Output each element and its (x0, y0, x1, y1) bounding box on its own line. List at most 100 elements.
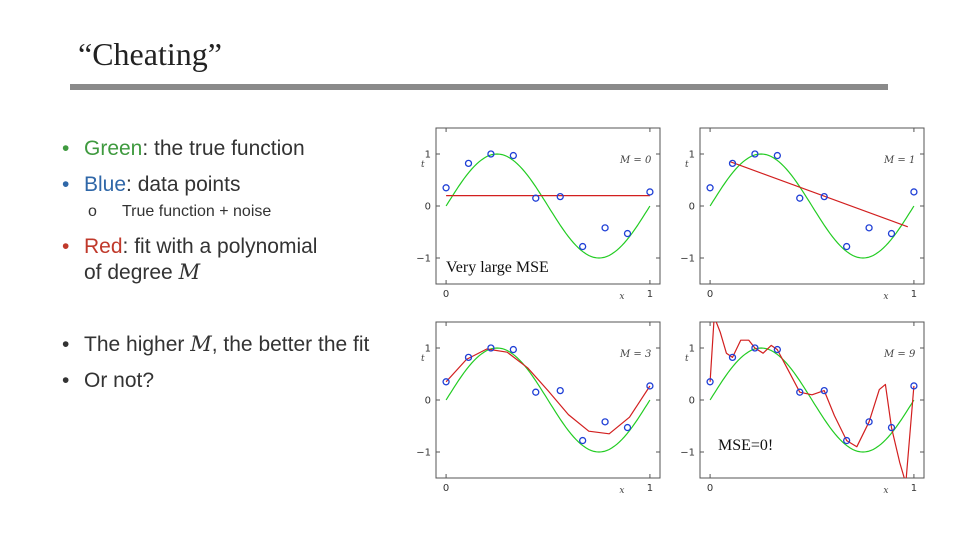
bullet-dot: • (62, 173, 70, 196)
data-point (487, 344, 495, 352)
data-point (646, 382, 654, 390)
data-point (532, 194, 540, 202)
true-function-curve (445, 347, 651, 453)
chart-svg: 0 1 −1 0 1 x t M = 9 (680, 321, 925, 496)
y-tick-label: −1 (416, 254, 431, 265)
data-point (509, 151, 517, 160)
sub-bullet-marker: o (88, 203, 97, 220)
plot-m1: 0 1 −1 0 1 x t M = 1 (672, 122, 928, 306)
bullet-green: • Green: the true function (62, 136, 305, 161)
data-point (796, 194, 804, 202)
data-point (579, 436, 587, 445)
data-point (509, 345, 517, 354)
bullet-dot: • (62, 235, 70, 258)
y-axis-label: t (421, 160, 425, 170)
plot-m9: 0 1 −1 0 1 x t M = 9 (672, 316, 928, 500)
x-axis-label: x (619, 292, 624, 302)
math-var-m: M (178, 260, 201, 284)
bullet-text: , the better the fit (211, 333, 370, 356)
math-var-m: M (190, 332, 212, 356)
plot-area (706, 150, 918, 259)
bullet-text: Or not? (84, 369, 155, 392)
data-point (751, 150, 759, 158)
x-tick-label: 1 (911, 483, 917, 494)
y-tick-label: 1 (689, 150, 695, 161)
x-tick-label: 1 (647, 289, 653, 300)
panel-label: M = 1 (883, 155, 915, 166)
y-tick-label: −1 (416, 448, 431, 459)
panel-label: M = 3 (619, 349, 651, 360)
x-axis-label: x (883, 292, 888, 302)
data-point (751, 344, 759, 352)
y-tick-label: 0 (689, 202, 695, 213)
data-point (556, 386, 564, 395)
bullet-text: The higher (84, 333, 191, 356)
x-axis-label: x (619, 486, 624, 496)
plot-area (442, 150, 654, 259)
data-point (887, 423, 896, 432)
panel-label: M = 9 (883, 349, 916, 360)
x-tick-label: 0 (707, 483, 713, 494)
data-point (910, 188, 918, 196)
y-tick-label: 1 (425, 150, 431, 161)
data-point (532, 388, 540, 396)
plot-area (442, 344, 654, 453)
annotation-very-large-mse: Very large MSE (444, 259, 551, 277)
data-point (728, 159, 737, 168)
true-function-curve (709, 347, 915, 453)
panel-label: M = 0 (619, 155, 652, 166)
chart-svg: 0 1 −1 0 1 x t M = 0 (416, 127, 661, 302)
keyword-green: Green (84, 137, 143, 160)
data-point (843, 242, 851, 251)
bullet-higher-m: • The higher M, the better the fit (62, 332, 369, 357)
bullet-text: : the true function (142, 137, 305, 160)
plot-m3: 0 1 −1 0 1 x t M = 3 (408, 316, 664, 500)
x-tick-label: 0 (443, 289, 449, 300)
x-tick-label: 0 (443, 483, 449, 494)
data-point (601, 224, 609, 232)
data-point (464, 159, 473, 168)
data-point (865, 418, 873, 426)
data-point (601, 418, 609, 426)
y-tick-label: 1 (689, 344, 695, 355)
y-tick-label: 0 (425, 202, 431, 213)
data-point (820, 192, 828, 201)
polynomial-fit-curve (709, 322, 915, 478)
bullet-dot: • (62, 137, 70, 160)
data-point (556, 192, 564, 201)
polynomial-fit-curve (730, 161, 909, 228)
sub-bullet-text: True function + noise (122, 203, 272, 220)
data-point (442, 378, 450, 386)
bullet-text: : data points (126, 173, 241, 196)
true-function-curve (709, 153, 915, 259)
x-tick-label: 1 (647, 483, 653, 494)
bullet-text: : fit with a polynomial (122, 235, 318, 258)
bullet-dot: • (62, 333, 70, 356)
chart-svg: 0 1 −1 0 1 x t M = 1 (680, 127, 925, 302)
data-point (706, 378, 714, 386)
y-axis-label: t (421, 354, 425, 364)
data-point (728, 353, 737, 362)
y-axis-label: t (685, 354, 689, 364)
bullet-red: • Red: fit with a polynomial (62, 234, 317, 259)
x-tick-label: 1 (911, 289, 917, 300)
keyword-red: Red (84, 235, 123, 258)
y-tick-label: 0 (425, 396, 431, 407)
keyword-blue: Blue (84, 173, 127, 196)
data-point (773, 345, 781, 354)
data-point (865, 224, 873, 232)
title-rule (70, 84, 888, 90)
y-tick-label: −1 (680, 448, 695, 459)
y-axis-label: t (685, 160, 689, 170)
bullet-red-line2: of degree M (84, 260, 200, 285)
true-function-curve (445, 153, 651, 259)
x-axis-label: x (883, 486, 888, 496)
data-point (706, 184, 714, 192)
data-point (843, 436, 851, 445)
polynomial-fit-curve (445, 348, 651, 435)
slide-title: “Cheating” (78, 36, 222, 72)
x-tick-label: 0 (707, 289, 713, 300)
annotation-mse-zero: MSE=0! (716, 437, 776, 455)
data-point (910, 382, 918, 390)
bullet-or-not: • Or not? (62, 368, 154, 393)
